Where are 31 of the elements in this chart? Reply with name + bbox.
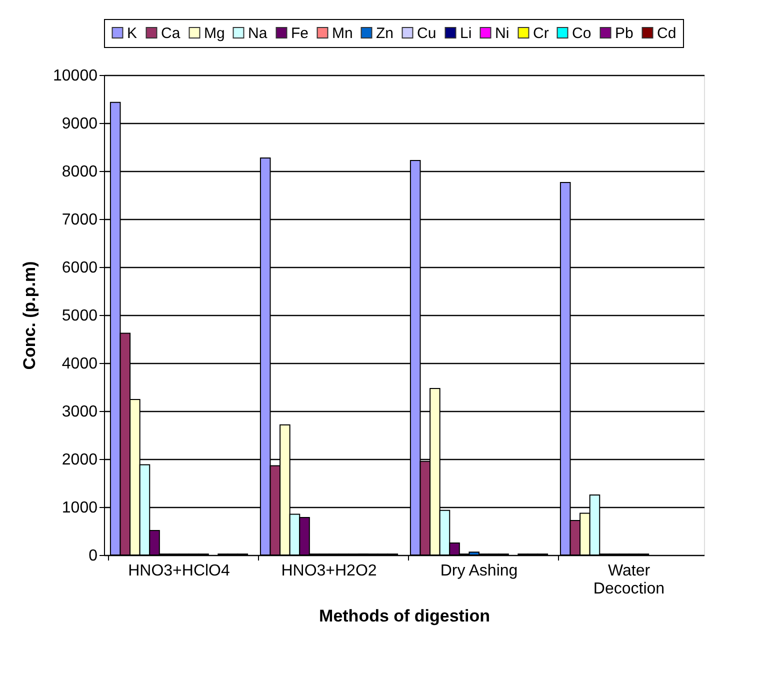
y-tick-label: 2000 (62, 452, 98, 468)
y-axis-title: Conc. (p.p.m) (20, 261, 40, 370)
legend-label: Na (248, 24, 268, 42)
y-tick-label: 10000 (53, 68, 98, 84)
x-tick-label: Dry Ashing (440, 562, 518, 580)
legend-label: Zn (376, 24, 394, 42)
y-tick-label: 8000 (62, 164, 98, 180)
y-tick-label: 6000 (62, 260, 98, 276)
x-tick-label: HNO3+H2O2 (281, 562, 377, 580)
y-tick-label: 9000 (62, 116, 98, 132)
legend-label: Co (572, 24, 592, 42)
legend-label: Ni (495, 24, 510, 42)
y-tick-label: 7000 (62, 212, 98, 228)
legend-label: Pb (615, 24, 634, 42)
y-tick-label: 0 (88, 548, 98, 564)
y-tick-label: 3000 (62, 404, 98, 420)
y-tick-label: 5000 (62, 308, 98, 324)
legend-label: Fe (291, 24, 309, 42)
legend-label: Li (460, 24, 472, 42)
x-axis-title: Methods of digestion (319, 606, 490, 626)
legend-label: Ca (161, 24, 181, 42)
legend-label: Cu (417, 24, 436, 42)
legend-label: K (127, 24, 138, 42)
x-tick-label: Water Decoction (593, 562, 665, 598)
y-tick-label: 1000 (62, 500, 98, 516)
y-tick-label: 4000 (62, 356, 98, 372)
x-tick-label: HNO3+HClO4 (128, 562, 230, 580)
legend-label: Cd (657, 24, 676, 42)
legend-label: Mn (332, 24, 353, 42)
legend-label: Mg (204, 24, 225, 42)
legend-label: Cr (533, 24, 549, 42)
